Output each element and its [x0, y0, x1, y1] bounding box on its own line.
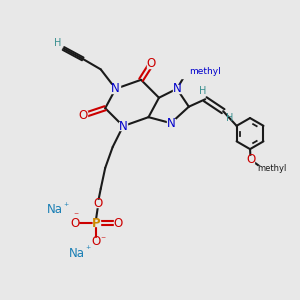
Bar [79, 112, 87, 120]
Text: Na: Na [47, 203, 63, 216]
Text: O: O [78, 109, 87, 122]
Text: Na: Na [69, 247, 85, 260]
Text: methyl: methyl [257, 164, 287, 173]
Text: O: O [147, 57, 156, 70]
Text: methyl: methyl [189, 67, 221, 76]
Bar [119, 122, 127, 130]
Text: ⁻: ⁻ [100, 235, 106, 245]
Text: P: P [92, 217, 100, 230]
Bar [258, 166, 276, 174]
Text: N: N [111, 82, 120, 95]
Text: O: O [92, 235, 101, 248]
Bar [177, 70, 195, 78]
Bar [147, 59, 156, 68]
Text: O: O [246, 153, 255, 166]
Bar [112, 85, 120, 93]
Bar [247, 156, 254, 163]
Bar [167, 119, 175, 127]
Text: O: O [70, 217, 80, 230]
Text: N: N [119, 120, 128, 133]
Bar [94, 200, 101, 207]
Text: O: O [93, 197, 102, 210]
Bar [115, 220, 121, 226]
Bar [93, 220, 100, 226]
Text: H: H [226, 113, 233, 123]
Text: ⁺: ⁺ [85, 245, 91, 255]
Text: ⁻: ⁻ [73, 211, 78, 221]
Bar [93, 238, 100, 245]
Text: ⁺: ⁺ [64, 202, 69, 212]
Text: H: H [199, 86, 206, 96]
Text: H: H [54, 38, 62, 47]
Text: O: O [113, 217, 122, 230]
Text: N: N [167, 117, 175, 130]
Bar [71, 220, 78, 226]
Bar [173, 85, 181, 93]
Text: N: N [172, 82, 181, 95]
